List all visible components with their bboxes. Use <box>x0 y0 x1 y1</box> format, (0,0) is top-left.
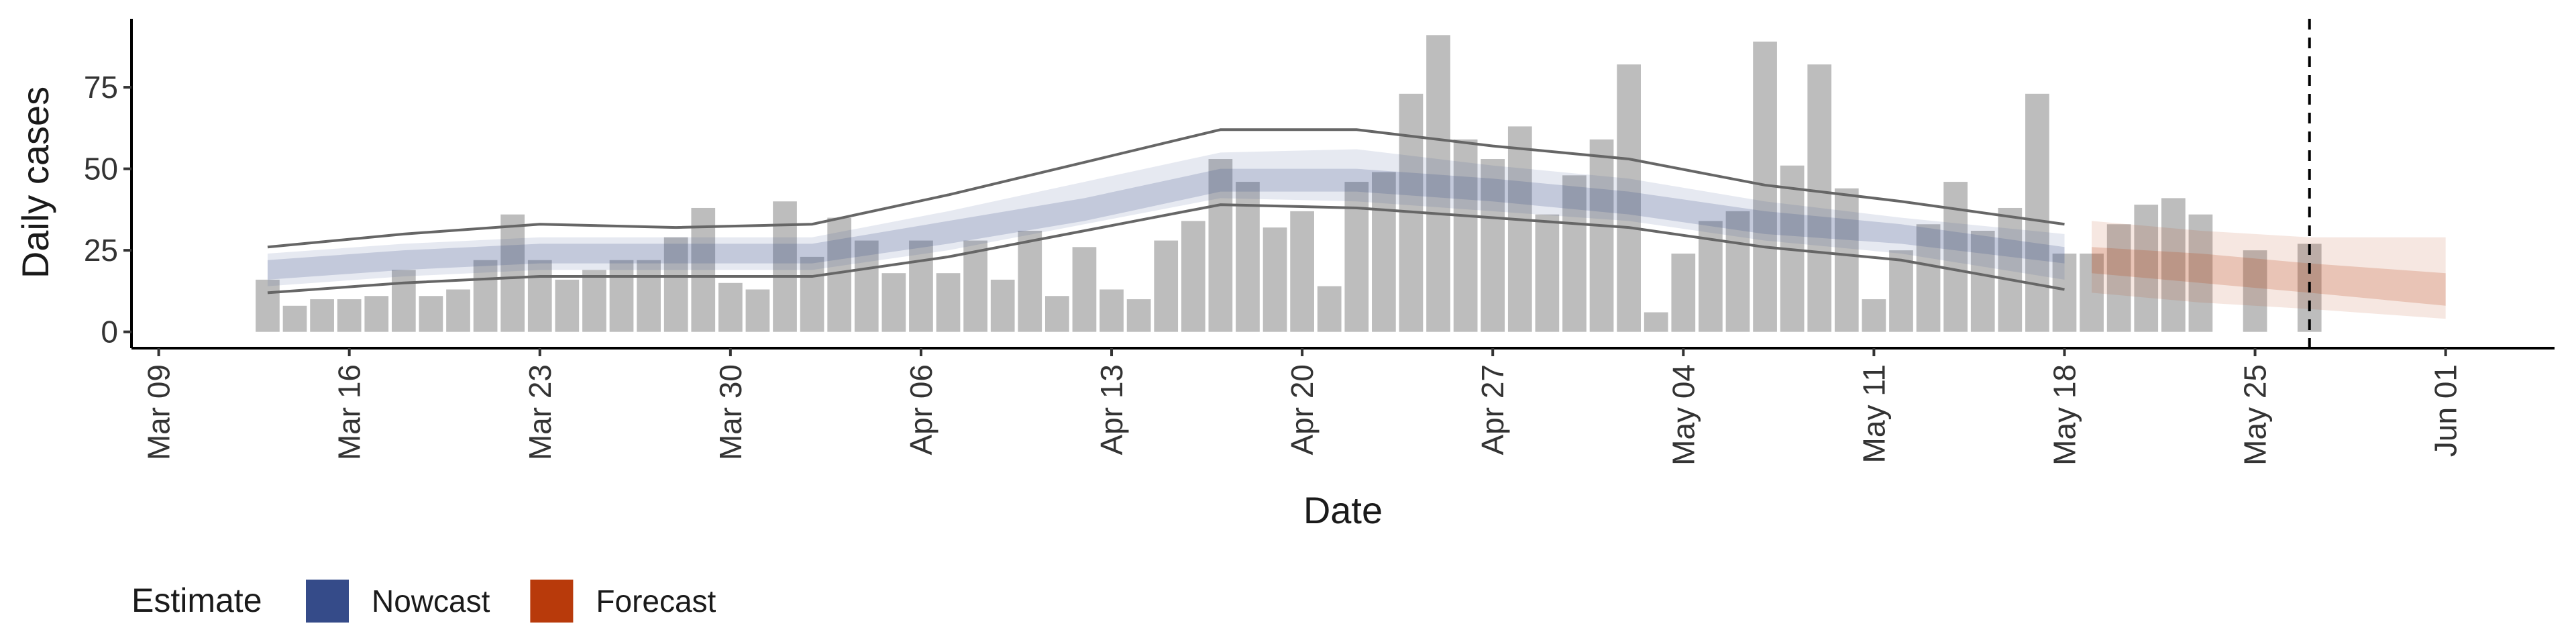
y-tick-label: 50 <box>84 152 118 186</box>
x-tick-label: Apr 27 <box>1475 364 1510 455</box>
bar <box>364 296 389 332</box>
bar <box>2106 224 2131 332</box>
bar <box>1099 289 1124 332</box>
bar <box>446 289 470 332</box>
bar <box>1671 254 1696 332</box>
legend-title: Estimate <box>131 582 262 619</box>
bar <box>337 299 362 332</box>
bar <box>1862 299 1886 332</box>
bar <box>745 289 770 332</box>
bar <box>1372 172 1396 332</box>
band-inner <box>267 168 2065 280</box>
bar <box>1970 230 1995 332</box>
x-tick-label: Jun 01 <box>2428 364 2463 457</box>
x-tick-label: Mar 16 <box>332 364 367 460</box>
bar <box>1290 211 1314 332</box>
bar <box>1317 286 1342 332</box>
bar <box>2161 198 2186 332</box>
bar <box>1889 250 1913 332</box>
bar <box>1208 159 1233 332</box>
bar <box>1562 175 1587 332</box>
y-tick-label: 75 <box>84 70 118 105</box>
bar <box>419 296 443 332</box>
band-inner <box>2092 247 2446 306</box>
bar <box>310 299 334 332</box>
plot-area: 0 25 50 75 Mar 09 Mar 16 Mar 23 Mar 30 Apr 06 Apr… <box>84 19 2555 466</box>
bar <box>1916 224 1941 332</box>
bar <box>1453 139 1478 332</box>
bar <box>282 305 307 332</box>
bar <box>718 282 743 332</box>
bar <box>500 214 525 332</box>
bar <box>1263 227 1287 332</box>
bar <box>1589 139 1614 332</box>
bar <box>909 240 933 332</box>
bar <box>256 279 280 332</box>
bar <box>990 279 1015 332</box>
bar <box>1072 247 1097 332</box>
bound-line <box>267 128 2065 249</box>
bar <box>2188 214 2213 332</box>
x-tick-label: Mar 30 <box>713 364 748 460</box>
bar <box>1426 35 1450 332</box>
x-tick-label: Mar 23 <box>523 364 557 460</box>
bar <box>2134 205 2159 332</box>
x-tick-label: Mar 09 <box>142 364 176 460</box>
bar <box>1126 299 1151 332</box>
bar <box>2080 254 2104 332</box>
x-tick-label: Apr 06 <box>904 364 938 455</box>
x-tick-label: Apr 13 <box>1094 364 1129 455</box>
bar <box>936 273 961 332</box>
bar <box>1617 64 1641 332</box>
bar <box>1018 230 1042 332</box>
bar <box>1725 211 1750 332</box>
legend-label: Nowcast <box>372 584 490 619</box>
bound-line <box>267 203 2065 294</box>
bar <box>1807 64 1832 332</box>
y-axis-title: Daily cases <box>14 87 56 278</box>
bar <box>800 256 824 332</box>
bar <box>1998 207 2023 332</box>
x-tick-label: May 18 <box>2047 364 2082 466</box>
y-tick-label: 25 <box>84 233 118 268</box>
x-tick-label: May 25 <box>2238 364 2273 466</box>
bar <box>663 237 688 332</box>
bar <box>691 207 716 332</box>
bar <box>2025 93 2049 332</box>
bar <box>963 240 987 332</box>
legend: Estimate Nowcast Forecast <box>131 580 716 623</box>
bar <box>2052 254 2077 332</box>
legend-label: Forecast <box>596 584 716 619</box>
bar <box>1644 312 1668 332</box>
x-axis-title: Date <box>1303 489 1383 531</box>
bar <box>1181 221 1205 332</box>
x-tick-label: May 11 <box>1856 364 1891 463</box>
bar <box>527 260 552 332</box>
bar <box>473 260 498 332</box>
band-outer <box>2092 221 2446 319</box>
bar <box>2243 250 2267 332</box>
bar <box>555 279 580 332</box>
bar <box>582 270 606 332</box>
x-tick-label: Apr 20 <box>1285 364 1320 455</box>
band-outer <box>267 149 2065 286</box>
bar <box>637 260 661 332</box>
bar <box>391 270 416 332</box>
bar <box>1834 188 1859 332</box>
legend-swatch <box>306 580 349 623</box>
bar <box>1045 296 1069 332</box>
bar <box>1507 126 1532 332</box>
bar <box>1535 214 1560 332</box>
bar <box>773 201 797 332</box>
bar <box>881 273 906 332</box>
bar <box>1481 159 1505 332</box>
bar <box>609 260 634 332</box>
y-tick-label: 0 <box>101 315 118 350</box>
x-tick-label: May 04 <box>1666 364 1701 466</box>
bar <box>854 240 879 332</box>
bar <box>1154 240 1179 332</box>
bar <box>1344 182 1369 332</box>
legend-swatch <box>530 580 574 623</box>
